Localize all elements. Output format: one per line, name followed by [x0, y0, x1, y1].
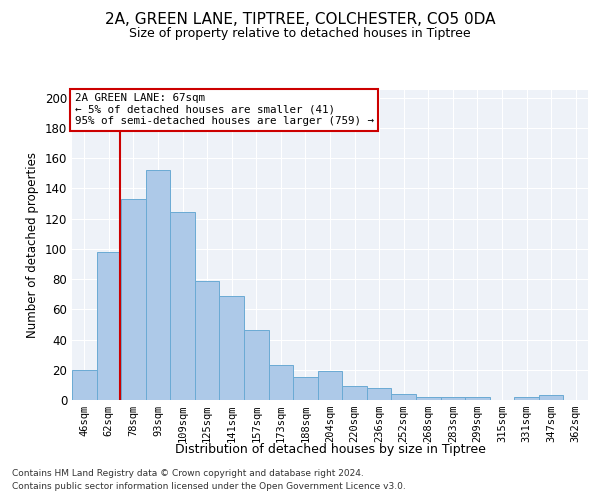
Text: Contains HM Land Registry data © Crown copyright and database right 2024.: Contains HM Land Registry data © Crown c… [12, 468, 364, 477]
Text: Size of property relative to detached houses in Tiptree: Size of property relative to detached ho… [129, 28, 471, 40]
Bar [220, 296, 244, 400]
Bar [121, 199, 146, 400]
Bar [318, 372, 342, 400]
Bar [465, 397, 490, 400]
Bar [72, 370, 97, 400]
Bar [514, 397, 539, 400]
Text: Distribution of detached houses by size in Tiptree: Distribution of detached houses by size … [175, 442, 485, 456]
Bar [170, 212, 195, 400]
Bar [269, 365, 293, 400]
Bar [416, 397, 440, 400]
Bar [367, 388, 391, 400]
Text: 2A, GREEN LANE, TIPTREE, COLCHESTER, CO5 0DA: 2A, GREEN LANE, TIPTREE, COLCHESTER, CO5… [105, 12, 495, 28]
Bar [539, 396, 563, 400]
Bar [244, 330, 269, 400]
Text: Contains public sector information licensed under the Open Government Licence v3: Contains public sector information licen… [12, 482, 406, 491]
Y-axis label: Number of detached properties: Number of detached properties [26, 152, 39, 338]
Bar [195, 280, 220, 400]
Bar [146, 170, 170, 400]
Bar [391, 394, 416, 400]
Bar [293, 378, 318, 400]
Text: 2A GREEN LANE: 67sqm
← 5% of detached houses are smaller (41)
95% of semi-detach: 2A GREEN LANE: 67sqm ← 5% of detached ho… [74, 93, 374, 126]
Bar [440, 397, 465, 400]
Bar [97, 252, 121, 400]
Bar [342, 386, 367, 400]
